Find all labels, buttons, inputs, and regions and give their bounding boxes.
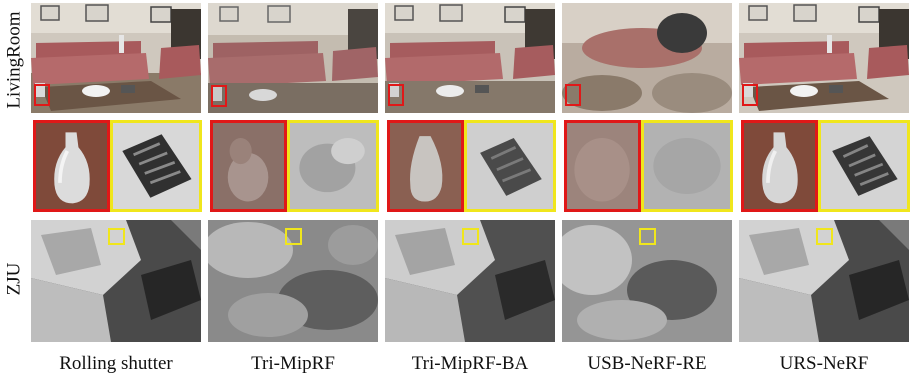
yellow-roi-box (108, 228, 125, 245)
yellow-roi-box (285, 228, 302, 245)
yellow-roi-box (462, 228, 479, 245)
livingroom-image-tri-miprf-ba (385, 3, 555, 113)
zju-image-tri-miprf (208, 220, 378, 342)
zju-image-usb-nerf-re (562, 220, 732, 342)
zoom-red-tri-miprf-ba (387, 120, 464, 212)
red-roi-box (211, 85, 227, 107)
column-label-usb-nerf-re: USB-NeRF-RE (587, 353, 707, 374)
red-roi-box (565, 84, 581, 106)
livingroom-image-usb-nerf-re (562, 3, 732, 113)
zju-image-rolling-shutter (31, 220, 201, 342)
row-label-livingroom: LivingRoom (3, 11, 25, 109)
yellow-roi-box (816, 228, 833, 245)
zju-image-tri-miprf-ba (385, 220, 555, 342)
red-roi-box (34, 84, 50, 106)
livingroom-image-tri-miprf (208, 3, 378, 113)
livingroom-image-rolling-shutter (31, 3, 201, 113)
zoom-yellow-tri-miprf (287, 120, 379, 212)
row-label-zju: ZJU (3, 262, 25, 296)
column-label-tri-miprf-ba: Tri-MipRF-BA (411, 353, 529, 374)
zoom-red-tri-miprf (210, 120, 287, 212)
zoom-yellow-usb-nerf-re (641, 120, 733, 212)
zoom-yellow-rolling-shutter (110, 120, 202, 212)
zoom-yellow-urs-nerf (818, 120, 910, 212)
yellow-roi-box (639, 228, 656, 245)
red-roi-box (388, 84, 404, 106)
zju-image-urs-nerf (739, 220, 909, 342)
zoom-yellow-tri-miprf-ba (464, 120, 556, 212)
zoom-red-urs-nerf (741, 120, 818, 212)
zoom-red-usb-nerf-re (564, 120, 641, 212)
livingroom-image-urs-nerf (739, 3, 909, 113)
column-label-urs-nerf: URS-NeRF (779, 353, 869, 374)
zoom-red-rolling-shutter (33, 120, 110, 212)
column-label-tri-miprf: Tri-MipRF (251, 353, 335, 374)
column-label-rolling-shutter: Rolling shutter (59, 353, 173, 374)
red-roi-box (742, 84, 758, 106)
